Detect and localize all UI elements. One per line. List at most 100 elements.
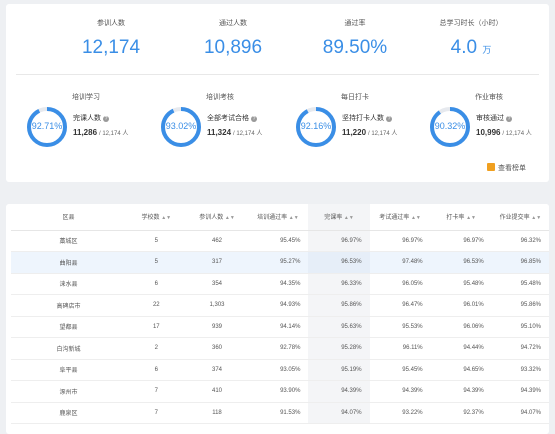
view-ranking-link[interactable]: 查看榜单 bbox=[487, 163, 526, 173]
table-row[interactable]: 白沟新城 2 360 92.78% 95.28% 96.11% 94.44% 94.72% bbox=[11, 337, 549, 360]
progress-ring bbox=[295, 106, 337, 148]
ring-title: 培训学习 bbox=[72, 94, 100, 101]
table-cell: 96.47% bbox=[369, 294, 431, 317]
table-cell: 1,303 bbox=[186, 294, 248, 317]
ring-training-exam: 培训考核 93.02% 全部考试合格? 11,324 / 12,174 人 bbox=[160, 90, 280, 162]
ring-arc bbox=[161, 107, 201, 147]
ring-metric-value: 10,996 bbox=[476, 128, 501, 137]
col-header-checkin-rate[interactable]: 打卡率 ▲▼ bbox=[430, 204, 492, 231]
table-cell: 96.11% bbox=[369, 337, 431, 360]
table-row[interactable]: 高碑店市 22 1,303 94.93% 95.86% 96.47% 96.01% 95.86… bbox=[11, 294, 549, 317]
sort-icon: ▲▼ bbox=[466, 215, 476, 222]
table-cell: 95.19% bbox=[308, 359, 370, 381]
table-cell: 7 bbox=[126, 402, 187, 424]
table-row[interactable]: 望都县 17 939 94.14% 95.63% 95.53% 96.06% 95.10% bbox=[11, 316, 549, 338]
table-cell: 95.53% bbox=[369, 316, 431, 338]
ring-metric-total: / 12,174 人 bbox=[232, 131, 263, 137]
table-cell: 95.27% bbox=[247, 251, 309, 274]
ring-metric-label: 完课人数 bbox=[73, 115, 101, 122]
table-cell: 95.63% bbox=[308, 316, 370, 338]
table-cell: 96.33% bbox=[308, 273, 370, 295]
table-cell: 94.39% bbox=[491, 380, 549, 403]
ring-daily-checkin: 每日打卡 92.16% 坚持打卡人数? 11,220 / 12,174 人 bbox=[295, 90, 415, 162]
table-cell: 22 bbox=[126, 294, 187, 317]
table-row[interactable]: 藁城区 5 462 95.45% 96.97% 96.97% 96.97% 96.32% bbox=[11, 230, 549, 252]
sort-icon: ▲▼ bbox=[410, 215, 421, 222]
ring-meta: 审核通过? 10,996 / 12,174 人 bbox=[476, 114, 555, 140]
table-cell: 96.97% bbox=[430, 230, 492, 252]
cell-district: 涿州市 bbox=[11, 380, 127, 403]
table-row[interactable]: 阜平县 6 374 93.05% 95.19% 95.45% 94.65% 93.32% bbox=[11, 359, 549, 381]
col-header-exam-pass-rate[interactable]: 考试通过率 ▲▼ bbox=[369, 204, 431, 231]
stat-unit: 万 bbox=[482, 45, 492, 55]
table-cell: 410 bbox=[186, 380, 248, 403]
col-header-district: 区县 bbox=[11, 204, 127, 231]
ring-percent: 92.16% bbox=[300, 121, 332, 131]
ring-metric-label: 审核通过 bbox=[476, 115, 504, 122]
stat-study-hours: 总学习时长（小时） 4.0 万 bbox=[411, 19, 531, 62]
table-cell: 93.32% bbox=[491, 359, 549, 381]
table-cell: 95.48% bbox=[491, 273, 549, 295]
help-icon[interactable]: ? bbox=[386, 116, 392, 122]
stat-value: 10,896 bbox=[203, 37, 263, 58]
stats-row: 参训人数 12,174 通过人数 10,896 通过率 89.50% 总学习时长… bbox=[6, 19, 549, 71]
ring-metric-label: 全部考试合格 bbox=[207, 115, 249, 122]
col-header-trainees[interactable]: 参训人数 ▲▼ bbox=[186, 204, 248, 231]
ring-percent: 93.02% bbox=[165, 121, 197, 131]
stat-value: 4.0 万 bbox=[450, 37, 492, 58]
table-cell: 94.39% bbox=[308, 380, 370, 403]
table-row[interactable]: 涞水县 6 354 94.35% 96.33% 96.05% 95.48% 95.48% bbox=[11, 273, 549, 295]
table-cell: 96.32% bbox=[491, 230, 549, 252]
table-cell: 94.14% bbox=[247, 316, 309, 338]
district-table-card: 区县 学校数 ▲▼ 参训人数 ▲▼ 培训通过率 ▲▼ 完课率 ▲▼ 考试通过率 … bbox=[6, 204, 549, 434]
ring-meta: 坚持打卡人数? 11,220 / 12,174 人 bbox=[342, 114, 422, 140]
help-icon[interactable]: ? bbox=[103, 116, 109, 122]
ring-meta: 全部考试合格? 11,324 / 12,174 人 bbox=[207, 114, 287, 140]
col-header-homework-rate[interactable]: 作业提交率 ▲▼ bbox=[491, 204, 549, 231]
ring-metric-value: 11,324 bbox=[207, 128, 232, 137]
progress-ring bbox=[26, 106, 68, 148]
table-cell: 95.86% bbox=[308, 294, 370, 317]
table-cell: 94.07% bbox=[491, 402, 549, 424]
ring-percent: 90.32% bbox=[434, 121, 466, 131]
table-cell: 91.53% bbox=[247, 402, 309, 424]
table-row[interactable]: 涿州市 7 410 93.90% 94.39% 94.39% 94.39% 94.39% bbox=[11, 380, 549, 403]
table-cell: 96.53% bbox=[308, 251, 370, 274]
ring-metric-value: 11,286 bbox=[73, 128, 98, 137]
table-cell: 17 bbox=[126, 316, 187, 338]
progress-ring bbox=[160, 106, 202, 148]
ring-meta: 完课人数? 11,286 / 12,174 人 bbox=[73, 114, 153, 140]
ring-arc bbox=[430, 107, 470, 147]
col-header-train-pass-rate[interactable]: 培训通过率 ▲▼ bbox=[247, 204, 309, 231]
cell-district: 鹿泉区 bbox=[11, 402, 127, 424]
table-cell: 96.01% bbox=[430, 294, 492, 317]
table-cell: 94.65% bbox=[430, 359, 492, 381]
table-cell: 94.93% bbox=[247, 294, 309, 317]
ring-percent: 92.71% bbox=[31, 121, 63, 131]
table-cell: 93.05% bbox=[247, 359, 309, 381]
table-cell: 462 bbox=[186, 230, 248, 252]
table-cell: 93.22% bbox=[369, 402, 431, 424]
table-row[interactable]: 曲阳县 5 317 95.27% 96.53% 97.48% 96.53% 96.85% bbox=[11, 251, 549, 274]
table-cell: 95.28% bbox=[308, 337, 370, 360]
col-header-schools[interactable]: 学校数 ▲▼ bbox=[126, 204, 187, 231]
table-cell: 374 bbox=[186, 359, 248, 381]
help-icon[interactable]: ? bbox=[251, 116, 257, 122]
ring-training-study: 培训学习 92.71% 完课人数? 11,286 / 12,174 人 bbox=[26, 90, 146, 162]
help-icon[interactable]: ? bbox=[506, 116, 512, 122]
cell-district: 曲阳县 bbox=[11, 251, 127, 274]
table-cell: 94.39% bbox=[430, 380, 492, 403]
ring-homework-review: 作业审核 90.32% 审核通过? 10,996 / 12,174 人 bbox=[429, 90, 549, 162]
table-row[interactable]: 鹿泉区 7 118 91.53% 94.07% 93.22% 92.37% 94.07% bbox=[11, 402, 549, 424]
table-cell: 96.85% bbox=[491, 251, 549, 274]
stat-label: 通过率 bbox=[344, 20, 366, 27]
table-cell: 94.44% bbox=[430, 337, 492, 360]
cell-district: 望都县 bbox=[11, 316, 127, 338]
table-header-row: 区县 学校数 ▲▼ 参训人数 ▲▼ 培训通过率 ▲▼ 完课率 ▲▼ 考试通过率 … bbox=[11, 204, 549, 231]
stat-label: 通过人数 bbox=[219, 20, 247, 27]
ring-metric-total: / 12,174 人 bbox=[98, 131, 129, 137]
cell-district: 白沟新城 bbox=[11, 337, 127, 360]
stat-value: 89.50% bbox=[322, 37, 388, 58]
col-header-completion-rate[interactable]: 完课率 ▲▼ bbox=[308, 204, 370, 231]
sort-icon: ▲▼ bbox=[224, 215, 235, 222]
